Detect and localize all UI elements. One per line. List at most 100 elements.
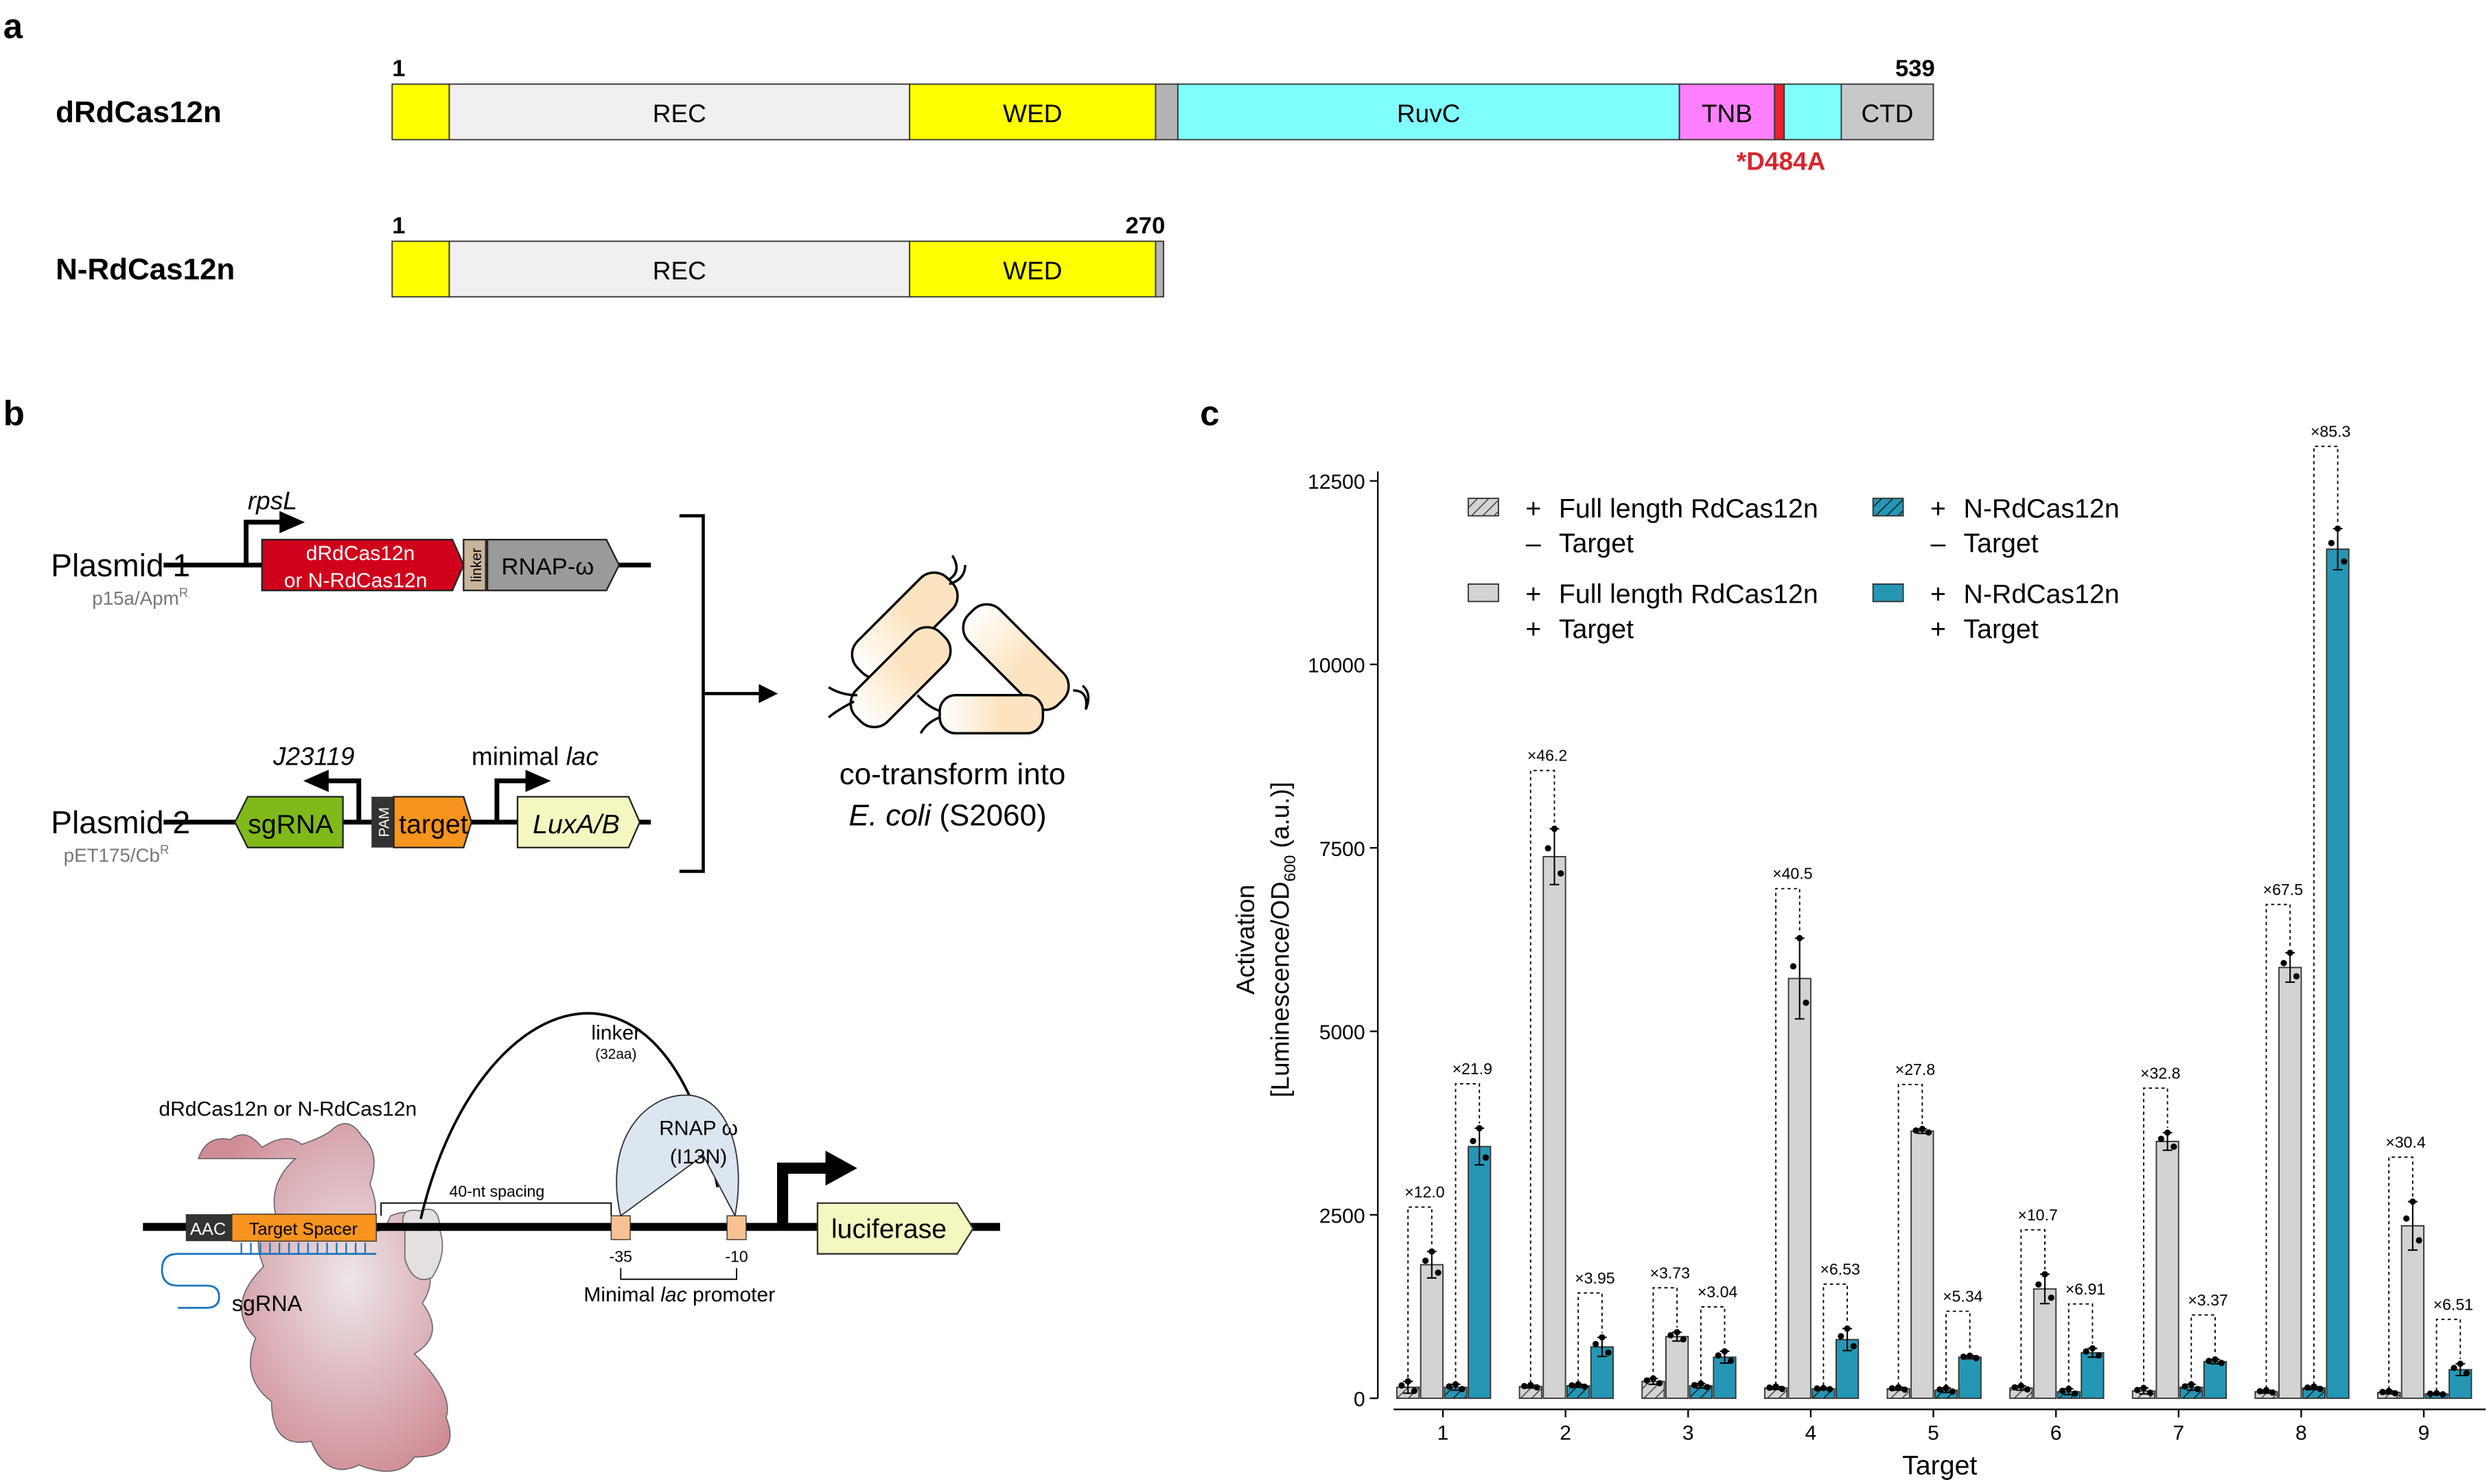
plasmid-1-backbone: p15a/ApmR [92, 585, 188, 609]
legend-label: N-RdCas12n [1963, 579, 2119, 610]
data-point [1680, 1336, 1687, 1343]
luciferase-block [816, 1202, 974, 1255]
data-point [1820, 1384, 1827, 1391]
data-point [1936, 1386, 1943, 1393]
data-point [2392, 1390, 2399, 1397]
data-point [2206, 1358, 2212, 1365]
data-point [1592, 1341, 1599, 1347]
y-tick-label: 5000 [1319, 1021, 1365, 1044]
data-point [2440, 1391, 2446, 1398]
panel-label-a: a [3, 6, 23, 45]
domain-map-truncated: N-RdCas12n 1 270 REC WED [56, 213, 1165, 298]
data-point [2416, 1237, 2422, 1244]
data-point [1520, 1382, 1528, 1390]
data-point [2089, 1345, 2096, 1352]
data-point [2017, 1382, 2024, 1389]
data-point [1901, 1386, 1908, 1393]
data-point [2146, 1389, 2153, 1396]
data-point [1527, 1382, 1534, 1389]
fold-change-label: ×27.8 [1895, 1060, 1935, 1078]
data-point [2334, 525, 2341, 532]
data-point [1551, 825, 1558, 833]
data-point [1674, 1329, 1680, 1336]
data-point [1960, 1353, 1967, 1360]
legend-sign: – [1931, 529, 1946, 559]
data-point [1575, 1381, 1582, 1388]
protein-label: dRdCas12n or N-RdCas12n [159, 1098, 417, 1121]
y-tick-label: 12500 [1308, 471, 1365, 494]
data-point [1605, 1349, 1612, 1356]
legend-label: N-RdCas12n [1963, 494, 2119, 524]
data-point [1919, 1126, 1925, 1133]
cotransform-host: E. coli (S2060) [849, 798, 1047, 832]
legend-sign: + [1525, 579, 1541, 610]
data-point [2304, 1384, 2311, 1391]
bar [1910, 1131, 1934, 1400]
y-tick-label: 0 [1354, 1389, 1365, 1411]
minus10-label: -10 [725, 1247, 748, 1265]
data-point [1422, 1257, 1429, 1264]
data-point [1643, 1377, 1650, 1384]
data-point [1827, 1386, 1833, 1393]
legend-label: Target [1559, 614, 1634, 645]
legend-sign: – [1526, 529, 1541, 559]
data-point [1973, 1354, 1980, 1362]
fold-change-label: ×5.34 [1943, 1288, 1983, 1306]
data-point [2181, 1383, 2188, 1390]
legend-swatch [1468, 583, 1499, 603]
promoter-arrow-icon [325, 778, 362, 822]
bracket [679, 514, 705, 873]
domain-segment [1177, 83, 1680, 141]
data-point [2311, 1383, 2317, 1390]
data-point [2059, 1387, 2066, 1394]
bar [2400, 1225, 2424, 1400]
domain-segment [391, 83, 450, 141]
legend-label: Target [1963, 614, 2038, 645]
target-block [393, 796, 473, 848]
data-point [1544, 845, 1551, 852]
data-point [2024, 1386, 2031, 1393]
data-point [1779, 1385, 1785, 1393]
data-point [1533, 1384, 1540, 1391]
pam-label: AAC [190, 1220, 226, 1239]
end-residue: 539 [1895, 56, 1935, 82]
data-point [2293, 973, 2300, 979]
data-point [1850, 1343, 1857, 1349]
bar [1468, 1146, 1492, 1400]
x-tick-label: 4 [1805, 1422, 1817, 1444]
data-point [2164, 1129, 2171, 1136]
data-point [1599, 1334, 1606, 1341]
bar [2155, 1140, 2179, 1400]
protein-name-full: dRdCas12n [56, 95, 222, 129]
rnap-label: RNAP ω [659, 1117, 738, 1139]
mechanism-diagram: dRdCas12n or N-RdCas12n AAC Target Space… [143, 1012, 1000, 1472]
domain-label: RuvC [1397, 100, 1460, 128]
protein-name-truncated: N-RdCas12n [56, 253, 235, 286]
data-point [1568, 1382, 1575, 1389]
data-point [1704, 1384, 1711, 1391]
fold-bracket [2190, 1314, 2216, 1384]
data-point [2048, 1295, 2054, 1301]
data-point [2262, 1387, 2270, 1393]
data-point [2317, 1385, 2324, 1393]
data-point [2041, 1271, 2048, 1278]
domain-label: CTD [1861, 100, 1913, 128]
data-point [1912, 1127, 1919, 1134]
data-point [2409, 1198, 2416, 1205]
fold-change-label: ×30.4 [2385, 1133, 2426, 1151]
domain-label: WED [1003, 257, 1062, 285]
data-point [1398, 1382, 1405, 1389]
data-point [1452, 1381, 1459, 1388]
legend: + Full length RdCas12n– Target+ Full length… [1468, 494, 2120, 645]
data-point [1814, 1385, 1820, 1392]
domain-segment [909, 240, 1157, 298]
data-point [2451, 1365, 2457, 1371]
panel-label-b: b [3, 394, 25, 433]
sgrna-block [234, 796, 344, 848]
fold-change-label: ×67.5 [2263, 881, 2303, 898]
x-tick-label: 8 [2295, 1422, 2307, 1444]
spacer-block [231, 1214, 377, 1242]
bar [2033, 1288, 2057, 1400]
linker-label: linker [591, 1022, 640, 1045]
